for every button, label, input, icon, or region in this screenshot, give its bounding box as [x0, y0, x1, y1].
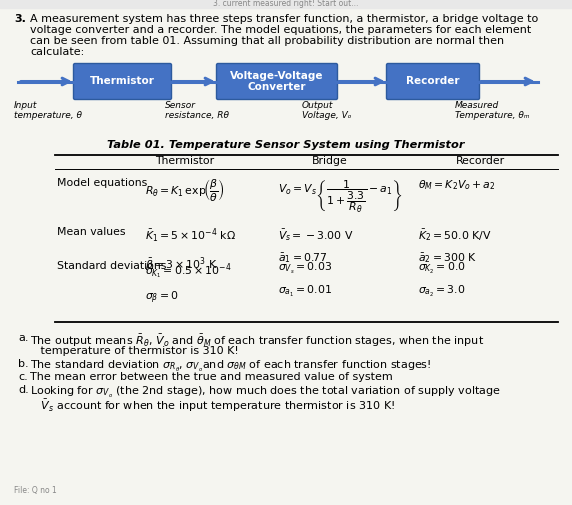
Text: temperature of thermistor is 310 K!: temperature of thermistor is 310 K! [30, 346, 239, 356]
Text: $\bar{V}_s = -3.00\ \mathrm{V}$
$\bar{a}_1 = 0.77$: $\bar{V}_s = -3.00\ \mathrm{V}$ $\bar{a}… [278, 227, 353, 265]
Text: Looking for $\sigma_{V_o}$ (the 2nd stage), how much does the total variation of: Looking for $\sigma_{V_o}$ (the 2nd stag… [30, 385, 501, 400]
Text: can be seen from table 01. Assuming that all probability distribution are normal: can be seen from table 01. Assuming that… [30, 36, 504, 46]
FancyBboxPatch shape [387, 64, 479, 99]
Text: Thermistor: Thermistor [156, 156, 214, 166]
Text: 3. current measured right! Start out...: 3. current measured right! Start out... [213, 0, 359, 9]
Text: b.: b. [18, 359, 29, 369]
Text: Mean values: Mean values [57, 227, 125, 237]
Text: a.: a. [18, 333, 29, 343]
Text: $R_\theta = K_1\,\mathrm{exp}\!\left(\dfrac{\beta}{\theta}\right)$: $R_\theta = K_1\,\mathrm{exp}\!\left(\df… [145, 178, 225, 204]
FancyBboxPatch shape [216, 64, 337, 99]
Text: The mean error between the true and measured value of system: The mean error between the true and meas… [30, 372, 393, 382]
Text: File: Q no 1: File: Q no 1 [14, 486, 57, 495]
Text: $V_o = V_s\left\{\dfrac{1}{1+\dfrac{3.3}{R_\theta}} - a_1\right\}$: $V_o = V_s\left\{\dfrac{1}{1+\dfrac{3.3}… [278, 178, 403, 215]
Text: Standard deviations: Standard deviations [57, 261, 166, 271]
Text: c.: c. [18, 372, 28, 382]
Text: d.: d. [18, 385, 29, 395]
Text: Voltage-Voltage
Converter: Voltage-Voltage Converter [231, 71, 324, 92]
Text: The standard deviation $\sigma_{R_\theta}$, $\sigma_{V_o}$and $\sigma_{\theta M}: The standard deviation $\sigma_{R_\theta… [30, 359, 431, 374]
Text: $\bar{V}_s$ account for when the input temperature thermistor is 310 K!: $\bar{V}_s$ account for when the input t… [30, 398, 395, 414]
FancyBboxPatch shape [73, 64, 172, 99]
Text: $\sigma_{K_2} = 0.0$
$\sigma_{a_2} = 3.0$: $\sigma_{K_2} = 0.0$ $\sigma_{a_2} = 3.0… [418, 261, 466, 299]
Text: 3.: 3. [14, 14, 26, 24]
Text: $\sigma_{V_s} = 0.03$
$\sigma_{a_1} = 0.01$: $\sigma_{V_s} = 0.03$ $\sigma_{a_1} = 0.… [278, 261, 332, 299]
Text: The output means $\bar{R}_\theta$, $\bar{V}_o$ and $\bar{\theta}_M$ of each tran: The output means $\bar{R}_\theta$, $\bar… [30, 333, 484, 349]
Text: Bridge: Bridge [312, 156, 348, 166]
Text: Table 01. Temperature Sensor System using Thermistor: Table 01. Temperature Sensor System usin… [108, 140, 464, 150]
Text: voltage converter and a recorder. The model equations, the parameters for each e: voltage converter and a recorder. The mo… [30, 25, 531, 35]
Text: $\bar{K}_1 = 5 \times 10^{-4}\ \mathrm{k\Omega}$
$\bar{\beta} = 3 \times 10^3\ \: $\bar{K}_1 = 5 \times 10^{-4}\ \mathrm{k… [145, 227, 236, 274]
Text: calculate:: calculate: [30, 47, 84, 57]
Text: $\theta_M = K_2 V_o + a_2$: $\theta_M = K_2 V_o + a_2$ [418, 178, 495, 192]
Text: $\bar{K}_2 = 50.0\ \mathrm{K/V}$
$\bar{a}_2 = 300\ \mathrm{K}$: $\bar{K}_2 = 50.0\ \mathrm{K/V}$ $\bar{a… [418, 227, 491, 265]
Text: Sensor
resistance, Rθ: Sensor resistance, Rθ [165, 101, 229, 120]
Text: Measured
Temperature, θₘ: Measured Temperature, θₘ [455, 101, 530, 120]
Text: Input
temperature, θ: Input temperature, θ [14, 101, 82, 120]
Text: Thermistor: Thermistor [90, 76, 155, 86]
Text: Model equations: Model equations [57, 178, 147, 188]
Text: $\sigma_{K_1} = 0.5 \times 10^{-4}$
$\sigma_\beta = 0$: $\sigma_{K_1} = 0.5 \times 10^{-4}$ $\si… [145, 261, 232, 306]
Text: A measurement system has three steps transfer function, a thermistor, a bridge v: A measurement system has three steps tra… [30, 14, 538, 24]
Text: Recorder: Recorder [406, 76, 460, 86]
Text: Output
Voltage, Vₒ: Output Voltage, Vₒ [302, 101, 352, 120]
Text: Recorder: Recorder [455, 156, 505, 166]
